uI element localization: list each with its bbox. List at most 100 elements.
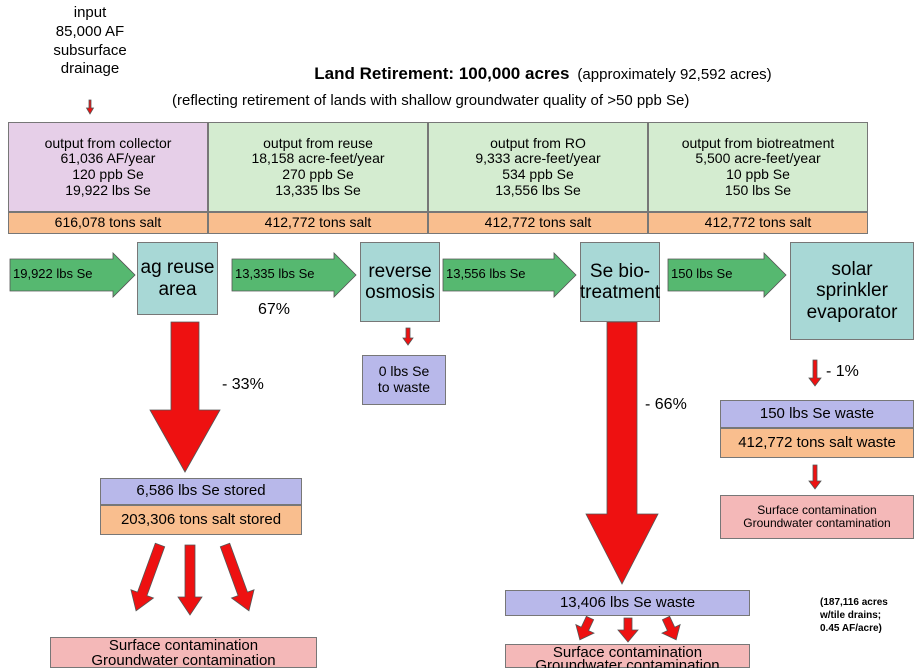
text-line: treatment bbox=[579, 282, 661, 303]
salt-cell: 412,772 tons salt bbox=[648, 212, 868, 234]
green-arrow bbox=[442, 252, 577, 298]
table-cell: output from biotreatment 5,500 acre-feet/… bbox=[648, 122, 868, 212]
green-arrow bbox=[667, 252, 787, 298]
text-line: output from RO bbox=[490, 134, 586, 151]
text-line: Surface contamination bbox=[552, 644, 703, 661]
stage-box: reverse osmosis bbox=[360, 242, 440, 322]
red-arrow bbox=[575, 615, 595, 641]
text-line: 13,335 lbs Se bbox=[275, 181, 361, 198]
salt-cell: 412,772 tons salt bbox=[208, 212, 428, 234]
salt-cell: 412,772 tons salt bbox=[428, 212, 648, 234]
stage-box: ag reuse area bbox=[137, 242, 218, 315]
waste-box: 150 lbs Se waste bbox=[720, 400, 914, 428]
loss-label: - 33% bbox=[222, 376, 264, 393]
text-line: 412,772 tons salt bbox=[264, 214, 372, 231]
inflow-label: 13,556 lbs Se bbox=[446, 266, 526, 281]
text-line: solar bbox=[831, 259, 873, 281]
text-line: evaporator bbox=[806, 301, 898, 323]
green-arrow bbox=[231, 252, 357, 298]
red-arrow bbox=[661, 615, 681, 641]
red-arrow bbox=[149, 321, 221, 473]
salt-store-box: 203,306 tons salt stored bbox=[100, 505, 302, 535]
red-arrow bbox=[130, 542, 166, 612]
loss-label: - 1% bbox=[826, 363, 859, 380]
text-line: drainage bbox=[60, 60, 120, 78]
text-line: 203,306 tons salt stored bbox=[120, 510, 282, 528]
title: Land Retirement: 100,000 acres (approxima… bbox=[170, 64, 916, 84]
text-line: 616,078 tons salt bbox=[54, 214, 162, 231]
text-line: Surface contamination bbox=[757, 502, 877, 517]
text-line: 412,772 tons salt waste bbox=[738, 433, 896, 451]
red-arrow bbox=[402, 327, 414, 346]
text-line: subsurface bbox=[53, 41, 127, 59]
table-cell: output from reuse 18,158 acre-feet/year 27… bbox=[208, 122, 428, 212]
title-main: Land Retirement: 100,000 acres bbox=[314, 64, 570, 83]
table-cell: output from collector 61,036 AF/year 120 p… bbox=[8, 122, 208, 212]
salt-waste-box: 412,772 tons salt waste bbox=[720, 428, 914, 458]
salt-cell: 616,078 tons salt bbox=[8, 212, 208, 234]
text-line: 5,500 acre-feet/year bbox=[695, 150, 821, 167]
text-line: 0 lbs Se bbox=[378, 363, 430, 380]
input-label: input 85,000 AF subsurface drainage bbox=[30, 4, 150, 79]
red-arrow bbox=[585, 321, 659, 585]
text-line: input bbox=[73, 4, 107, 21]
text-line: Groundwater contamination bbox=[91, 651, 276, 668]
text-line: 10 ppb Se bbox=[726, 166, 790, 182]
text-line: 9,333 acre-feet/year bbox=[475, 150, 601, 167]
contamination-box: Surface contamination Groundwater contami… bbox=[50, 637, 317, 668]
text-line: 85,000 AF bbox=[55, 22, 125, 40]
text-line: sprinkler bbox=[816, 280, 888, 302]
stage-box: solar sprinkler evaporator bbox=[790, 242, 914, 340]
inflow-label: 19,922 lbs Se bbox=[13, 266, 93, 281]
red-arrow bbox=[617, 617, 639, 643]
red-arrow bbox=[219, 542, 255, 612]
text-line: 120 ppb Se bbox=[72, 166, 144, 182]
inflow-label: 13,335 lbs Se bbox=[235, 266, 315, 281]
text-line: 6,586 lbs Se stored bbox=[136, 482, 266, 500]
text-line: 0.45 AF/acre) bbox=[820, 623, 882, 634]
text-line: to waste bbox=[377, 379, 431, 395]
contamination-box: Surface contamination Groundwater contami… bbox=[720, 495, 914, 539]
subtitle: (reflecting retirement of lands with sha… bbox=[172, 92, 690, 109]
text-line: Groundwater contamination bbox=[743, 516, 891, 530]
text-line: Groundwater contamination bbox=[535, 656, 720, 668]
text-line: ag reuse bbox=[140, 257, 215, 279]
title-approx: (approximately 92,592 acres) bbox=[577, 66, 772, 83]
text-line: Surface contamination bbox=[108, 636, 259, 654]
text-line: 412,772 tons salt bbox=[704, 214, 812, 231]
text-line: 412,772 tons salt bbox=[484, 214, 592, 231]
text-line: w/tile drains; bbox=[820, 610, 882, 621]
red-arrow bbox=[808, 359, 822, 387]
footnote: (187,116 acres w/tile drains; 0.45 AF/acre… bbox=[820, 596, 888, 635]
text-line: output from reuse bbox=[263, 134, 373, 151]
text-line: (187,116 acres bbox=[820, 597, 888, 608]
text-line: output from biotreatment bbox=[681, 134, 835, 151]
text-line: 61,036 AF/year bbox=[60, 150, 156, 167]
red-arrow bbox=[808, 464, 822, 490]
red-arrow bbox=[177, 544, 203, 616]
text-line: 150 lbs Se waste bbox=[759, 404, 875, 422]
loss-label: - 66% bbox=[645, 396, 687, 413]
text-line: osmosis bbox=[365, 282, 435, 303]
text-line: Se bio- bbox=[589, 260, 651, 282]
store-box: 6,586 lbs Se stored bbox=[100, 478, 302, 505]
text-line: 19,922 lbs Se bbox=[65, 181, 151, 198]
red-arrow bbox=[85, 99, 95, 115]
table-cell: output from RO 9,333 acre-feet/year 534 pp… bbox=[428, 122, 648, 212]
text-line: 270 ppb Se bbox=[282, 166, 354, 182]
inflow-label: 150 lbs Se bbox=[671, 266, 733, 281]
text-line: 150 lbs Se bbox=[724, 181, 792, 198]
text-line: area bbox=[158, 278, 197, 300]
text-line: 18,158 acre-feet/year bbox=[251, 150, 385, 167]
text-line: reverse bbox=[368, 260, 432, 282]
text-line: 534 ppb Se bbox=[502, 166, 574, 182]
green-arrow bbox=[9, 252, 136, 298]
text-line: 13,406 lbs Se waste bbox=[559, 593, 696, 611]
text-line: 13,556 lbs Se bbox=[495, 181, 581, 198]
waste-box: 0 lbs Se to waste bbox=[362, 355, 446, 405]
reuse-percent: 67% bbox=[258, 301, 291, 318]
contamination-box: Surface contamination Groundwater contami… bbox=[505, 644, 750, 668]
waste-box: 13,406 lbs Se waste bbox=[505, 590, 750, 616]
